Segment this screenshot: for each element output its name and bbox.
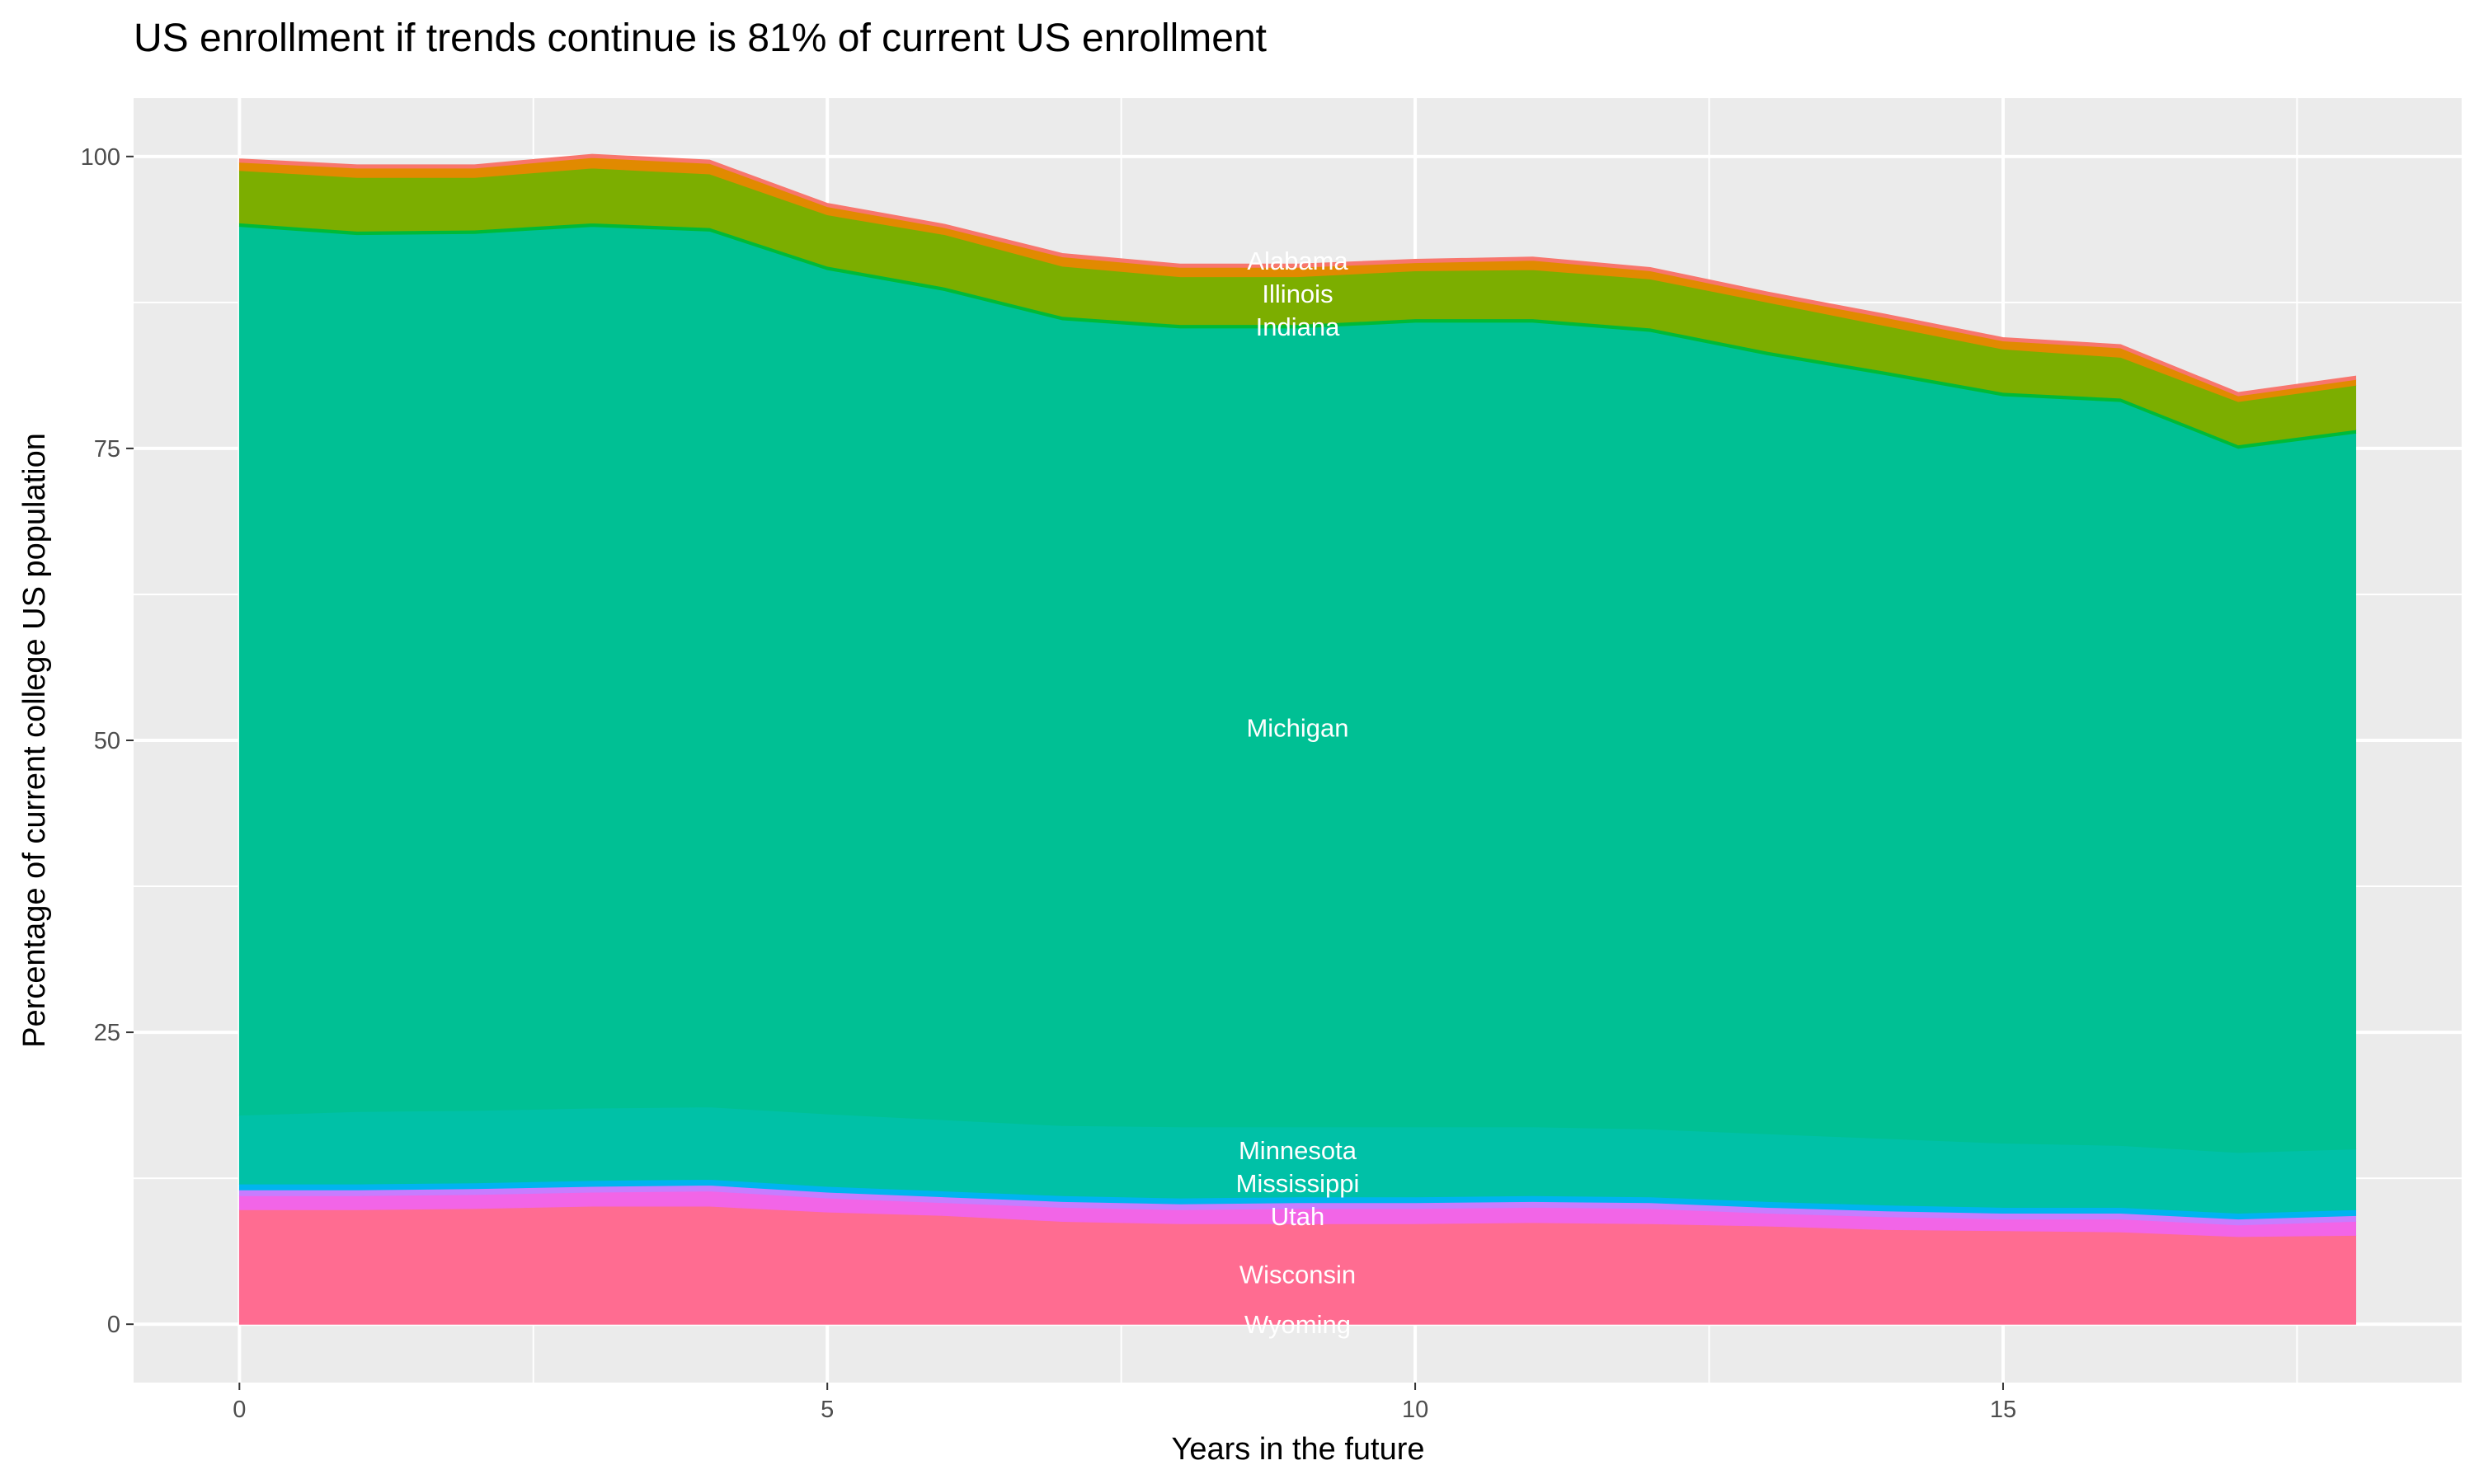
series-labels: Wyoming Wisconsin Utah Mississippi Minnesota… [1236,247,1360,1339]
y-axis-ticks: 0 25 50 75 100 [81,144,134,1338]
y-tick-label: 0 [107,1312,120,1338]
label-mississippi: Mississippi [1236,1169,1360,1198]
x-tick-label: 5 [821,1397,834,1423]
y-axis-title: Percentage of current college US populat… [17,433,52,1048]
y-tick-label: 100 [81,144,120,171]
label-minnesota: Minnesota [1239,1136,1357,1165]
label-indiana: Indiana [1256,312,1340,341]
y-tick-label: 50 [94,728,120,754]
x-tick-label: 10 [1402,1397,1428,1423]
x-tick-label: 0 [233,1397,246,1423]
label-wisconsin: Wisconsin [1239,1260,1356,1289]
label-wyoming: Wyoming [1244,1310,1351,1339]
x-axis-ticks: 0 5 10 15 [233,1383,2016,1423]
y-tick-label: 75 [94,436,120,463]
x-axis-title: Years in the future [1171,1432,1424,1467]
label-alabama: Alabama [1247,247,1348,275]
x-tick-label: 15 [1990,1397,2016,1423]
chart-title: US enrollment if trends continue is 81% … [134,16,1267,60]
area-alabama [238,153,2357,397]
label-utah: Utah [1271,1202,1324,1231]
label-michigan: Michigan [1246,713,1348,742]
area-layers [238,153,2357,1325]
y-tick-label: 25 [94,1020,120,1046]
label-illinois: Illinois [1262,279,1333,308]
